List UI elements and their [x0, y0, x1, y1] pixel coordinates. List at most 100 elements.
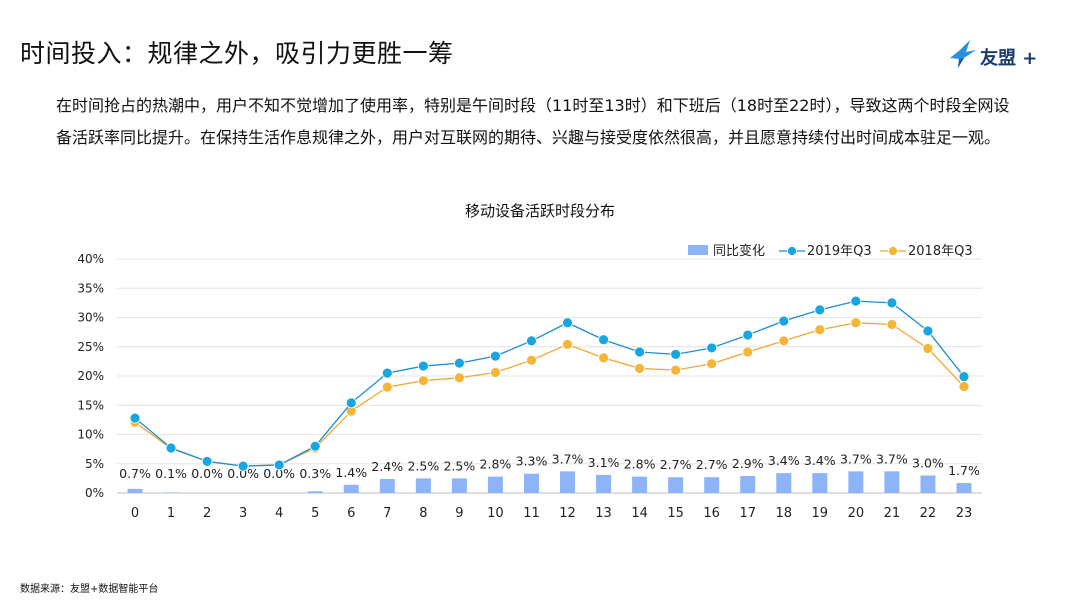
bar-data-label: 2.8%	[624, 457, 656, 472]
bar-data-label: 0.3%	[299, 466, 331, 481]
bar-data-label: 2.7%	[660, 457, 692, 472]
x-tick-label: 14	[631, 506, 648, 521]
chart-title: 移动设备活跃时段分布	[464, 202, 615, 220]
bar-yoy-change	[379, 478, 395, 493]
point-2019q3	[958, 371, 970, 382]
bar-data-label: 2.9%	[732, 456, 764, 471]
point-2019q3	[165, 442, 177, 454]
bar-data-label: 0.0%	[263, 466, 295, 481]
x-tick-label: 5	[311, 506, 319, 521]
x-tick-label: 18	[775, 506, 792, 521]
point-2019q3	[237, 460, 249, 472]
x-tick-label: 19	[812, 506, 829, 521]
bar-yoy-change	[127, 488, 143, 493]
point-2019q3	[453, 357, 465, 369]
series-line-2019q3	[134, 300, 965, 467]
bar-data-label: 2.7%	[696, 457, 728, 472]
bar-yoy-change	[704, 477, 720, 493]
point-2018q3	[850, 317, 862, 329]
bar-data-label: 0.0%	[227, 466, 259, 481]
point-2018q3	[670, 364, 682, 376]
x-tick-label: 11	[523, 506, 540, 521]
point-2019q3	[526, 335, 537, 347]
legend-label-2019: 2019年Q3	[807, 244, 872, 259]
bar-yoy-change	[343, 484, 359, 493]
point-2019q3	[850, 295, 862, 307]
point-2018q3	[490, 367, 501, 378]
bar-yoy-change	[884, 471, 900, 493]
activity-chart: 0%5%10%15%20%25%30%35%40%0 1 2 3 4 5 6 7 8 9 10 11 1…	[77, 243, 982, 521]
x-tick-label: 15	[667, 506, 684, 521]
point-2019q3	[309, 440, 321, 452]
y-tick-label: 30%	[77, 311, 104, 325]
point-2019q3	[490, 350, 501, 362]
bar-yoy-change	[668, 477, 684, 493]
bar-data-label: 1.4%	[335, 465, 367, 480]
x-tick-label: 23	[956, 506, 973, 521]
point-2018q3	[598, 352, 609, 364]
point-2018q3	[778, 335, 790, 347]
bar-data-label: 1.7%	[948, 463, 980, 478]
bar-yoy-change	[560, 471, 576, 493]
x-tick-label: 16	[703, 506, 720, 521]
point-2018q3	[886, 319, 898, 330]
point-2019q3	[922, 325, 934, 337]
y-tick-label: 10%	[77, 428, 104, 442]
point-2018q3	[958, 381, 970, 392]
point-2019q3	[129, 412, 141, 424]
bar-yoy-change	[451, 478, 467, 493]
point-2018q3	[814, 324, 826, 336]
bar-data-label: 0.1%	[155, 466, 187, 481]
point-2019q3	[273, 459, 285, 471]
point-2019q3	[598, 334, 609, 346]
point-2019q3	[201, 456, 213, 467]
legend-label-yoy: 同比变化	[713, 243, 765, 259]
bar-data-label: 2.4%	[371, 459, 403, 474]
point-2019q3	[670, 348, 682, 360]
x-tick-label: 0	[131, 506, 139, 521]
bar-yoy-change	[776, 473, 792, 493]
point-2019q3	[886, 297, 898, 309]
point-2019q3	[381, 367, 393, 379]
bar-yoy-change	[848, 471, 864, 493]
bar-yoy-change	[163, 492, 179, 493]
x-tick-label: 2	[203, 506, 211, 521]
bar-yoy-change	[812, 473, 828, 493]
point-2018q3	[417, 375, 429, 387]
bar-yoy-change	[307, 491, 323, 493]
bar-yoy-change	[956, 483, 972, 493]
y-tick-label: 5%	[85, 457, 104, 471]
data-source-note: 数据来源：友盟+数据智能平台	[20, 584, 159, 595]
bar-yoy-change	[632, 476, 648, 493]
y-tick-label: 0%	[85, 486, 104, 500]
bar-data-label: 0.0%	[191, 466, 223, 481]
x-tick-label: 1	[167, 506, 175, 521]
bar-data-label: 3.3%	[516, 454, 548, 469]
point-2018q3	[742, 346, 754, 358]
x-tick-label: 7	[383, 506, 391, 521]
bar-yoy-change	[596, 474, 612, 493]
point-2018q3	[634, 362, 646, 374]
x-tick-label: 13	[595, 506, 612, 521]
y-tick-label: 40%	[77, 252, 104, 266]
description-paragraph: 在时间抢占的热潮中，用户不知不觉增加了使用率，特别是午间时段（11时至13时）和…	[56, 96, 1010, 147]
bar-data-label: 2.5%	[444, 458, 476, 473]
x-tick-label: 22	[920, 506, 937, 521]
point-2019q3	[562, 317, 573, 329]
bar-data-label: 3.7%	[552, 451, 584, 466]
x-tick-label: 20	[848, 506, 865, 521]
x-tick-label: 17	[739, 506, 756, 521]
bar-data-label: 2.8%	[480, 457, 512, 472]
point-2019q3	[634, 346, 646, 358]
point-2019q3	[706, 342, 718, 354]
point-2018q3	[381, 381, 393, 393]
point-2019q3	[814, 304, 826, 316]
legend-swatch-bar	[688, 245, 708, 255]
point-2019q3	[742, 329, 754, 341]
bar-data-label: 0.7%	[119, 466, 151, 481]
y-tick-label: 35%	[77, 281, 104, 295]
point-2019q3	[345, 397, 357, 409]
page-title: 时间投入：规律之外，吸引力更胜一筹	[20, 39, 454, 68]
point-2018q3	[526, 354, 537, 366]
bar-yoy-change	[920, 475, 936, 493]
